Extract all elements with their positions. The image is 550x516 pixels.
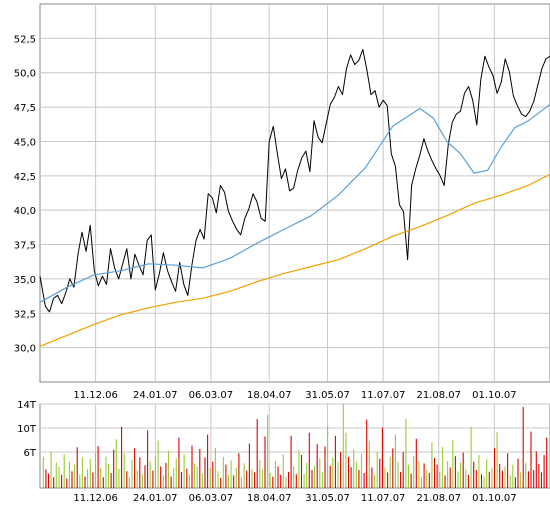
price-y-tick-label: 42,5 (14, 172, 36, 183)
volume-x-tick-label: 01.10.07 (472, 493, 517, 504)
volume-panel: 6T 10T 14T 11.12.06 24.01.07 06.03.07 18.04.0… (17, 400, 550, 504)
price-y-tick-label: 40,0 (14, 206, 36, 217)
price-y-tick-labels: 30,0 32,5 35,0 37,5 40,0 42,5 45,0 47,5 50,0 52,5 (14, 34, 36, 354)
volume-x-tick-label: 11.12.06 (73, 493, 118, 504)
volume-x-tick-label: 21.08.07 (417, 493, 462, 504)
price-x-tick-label: 24.01.07 (133, 390, 178, 401)
price-x-tick-label: 18.04.07 (247, 390, 292, 401)
price-y-tick-label: 45,0 (14, 137, 36, 148)
price-gridlines (40, 4, 550, 382)
price-x-tick-label: 01.10.07 (472, 390, 517, 401)
volume-bars-group (42, 404, 548, 488)
volume-x-tick-label: 24.01.07 (133, 493, 178, 504)
price-y-tick-label: 32,5 (14, 309, 36, 320)
price-y-tick-label: 47,5 (14, 103, 36, 114)
price-y-tick-label: 52,5 (14, 34, 36, 45)
price-x-tick-label: 11.07.07 (361, 390, 406, 401)
price-x-tick-label: 31.05.07 (305, 390, 350, 401)
price-line-series (39, 48, 550, 313)
moving-average-short-series (39, 103, 550, 303)
moving-average-long-series (39, 173, 550, 347)
volume-y-tick-label: 14T (17, 400, 37, 411)
volume-x-tick-label: 11.07.07 (361, 493, 406, 504)
price-y-tick-label: 30,0 (14, 344, 36, 355)
price-x-tick-label: 21.08.07 (417, 390, 462, 401)
volume-y-tick-labels: 6T 10T 14T (17, 400, 37, 459)
price-x-tick-label: 06.03.07 (189, 390, 234, 401)
price-plot-frame (39, 3, 550, 383)
volume-y-tick-label: 6T (24, 448, 37, 459)
volume-x-tick-labels: 11.12.06 24.01.07 06.03.07 18.04.07 31.05.07… (73, 493, 516, 504)
price-y-tick-label: 37,5 (14, 241, 36, 252)
price-panel: 30,0 32,5 35,0 37,5 40,0 42,5 45,0 47,5 50,0 52,5… (14, 3, 550, 401)
price-y-tick-label: 35,0 (14, 275, 36, 286)
price-y-tick-label: 50,0 (14, 69, 36, 80)
price-x-tick-labels: 11.12.06 24.01.07 06.03.07 18.04.07 31.05.07… (73, 390, 516, 401)
volume-y-tick-label: 10T (17, 424, 37, 435)
volume-x-tick-label: 31.05.07 (305, 493, 350, 504)
price-series-group (39, 48, 550, 347)
volume-x-tick-label: 18.04.07 (247, 493, 292, 504)
price-x-tick-label: 11.12.06 (73, 390, 118, 401)
volume-x-tick-label: 06.03.07 (189, 493, 234, 504)
